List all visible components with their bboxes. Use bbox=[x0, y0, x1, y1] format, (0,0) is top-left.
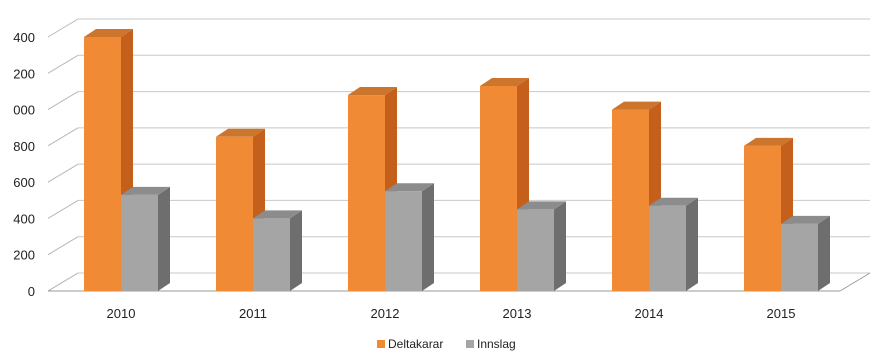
bar-front bbox=[744, 145, 781, 291]
bar-side bbox=[554, 201, 566, 291]
bar-side bbox=[686, 197, 698, 291]
y-tick-label: 600 bbox=[13, 175, 35, 190]
bar-innslag-2010 bbox=[121, 186, 170, 291]
bar-front bbox=[253, 218, 290, 291]
gridline-diagonal bbox=[47, 54, 79, 74]
bar-innslag-2012 bbox=[385, 183, 434, 291]
y-axis: 0 200 400 600 800 000 200 400 bbox=[13, 30, 35, 299]
bar-side bbox=[422, 183, 434, 291]
bar-top bbox=[348, 87, 397, 96]
bar-top bbox=[216, 128, 265, 137]
y-tick-label: 000 bbox=[13, 103, 35, 118]
bar-innslag-2013 bbox=[517, 201, 566, 291]
gridline-diagonal bbox=[47, 199, 79, 219]
gridline-diagonal bbox=[47, 91, 79, 111]
legend-label-innslag: Innslag bbox=[477, 337, 516, 351]
bar-front bbox=[781, 223, 818, 291]
floor-right-edge bbox=[839, 272, 871, 292]
gridline-diagonal bbox=[47, 18, 79, 38]
y-tick-label: 200 bbox=[13, 248, 35, 263]
x-tick-label: 2013 bbox=[503, 306, 532, 321]
legend-swatch-deltakarar bbox=[377, 340, 385, 348]
y-tick-label: 200 bbox=[13, 66, 35, 81]
y-tick-label: 400 bbox=[13, 30, 35, 45]
gridlines bbox=[47, 18, 871, 292]
bar-front bbox=[517, 209, 554, 291]
x-axis: 2010 2011 2012 2013 2014 2015 bbox=[107, 306, 796, 321]
bar-front bbox=[612, 109, 649, 291]
x-tick-label: 2015 bbox=[767, 306, 796, 321]
y-tick-label: 400 bbox=[13, 211, 35, 226]
legend: Deltakarar Innslag bbox=[377, 337, 516, 351]
x-tick-label: 2014 bbox=[635, 306, 664, 321]
bar-front bbox=[385, 191, 422, 291]
bar-front bbox=[121, 194, 158, 291]
bar-front bbox=[649, 205, 686, 291]
gridline-diagonal bbox=[47, 272, 79, 292]
bar-top bbox=[253, 210, 302, 219]
bar-top bbox=[385, 183, 434, 192]
bar-top bbox=[612, 101, 661, 110]
bar-innslag-2015 bbox=[781, 215, 830, 291]
bars bbox=[84, 29, 830, 291]
x-tick-label: 2010 bbox=[107, 306, 136, 321]
bar-side bbox=[290, 210, 302, 291]
legend-label-deltakarar: Deltakarar bbox=[388, 337, 443, 351]
gridline-diagonal bbox=[47, 127, 79, 147]
bar-front bbox=[216, 136, 253, 291]
bar-top bbox=[781, 215, 830, 224]
bar-innslag-2011 bbox=[253, 210, 302, 291]
legend-swatch-innslag bbox=[466, 340, 474, 348]
bar-top bbox=[121, 186, 170, 195]
gridline-diagonal bbox=[47, 163, 79, 183]
y-tick-label: 0 bbox=[28, 284, 35, 299]
bar-top bbox=[84, 29, 133, 37]
bar-top bbox=[744, 137, 793, 146]
bar-side bbox=[158, 186, 170, 291]
x-tick-label: 2012 bbox=[371, 306, 400, 321]
bar-top bbox=[649, 197, 698, 206]
y-tick-label: 800 bbox=[13, 139, 35, 154]
bar-innslag-2014 bbox=[649, 197, 698, 291]
bar-front bbox=[348, 95, 385, 291]
gridline-diagonal bbox=[47, 236, 79, 256]
bar-side bbox=[818, 215, 830, 291]
x-tick-label: 2011 bbox=[239, 306, 267, 321]
bar-front bbox=[84, 37, 121, 291]
bar-top bbox=[517, 201, 566, 210]
bar-front bbox=[480, 85, 517, 291]
bar-top bbox=[480, 77, 529, 86]
bar-deltakarar-2012 bbox=[348, 87, 397, 291]
